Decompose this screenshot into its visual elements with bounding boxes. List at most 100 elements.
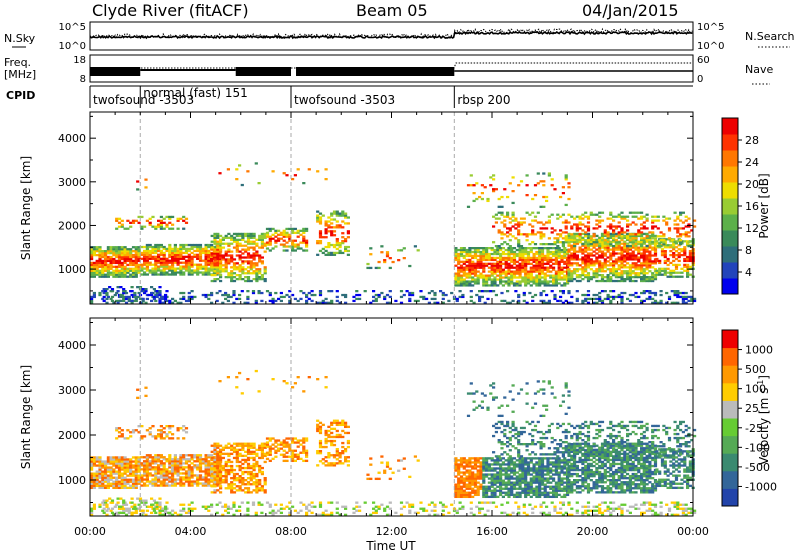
range-cell [614,241,618,244]
range-cell [557,272,561,275]
range-cell [598,245,602,248]
range-cell [459,493,464,497]
range-cell [279,447,283,450]
y-tick-label: 2000 [58,219,86,232]
range-cell [218,482,222,485]
range-cell [157,460,161,463]
range-cell [230,448,234,452]
range-cell [609,254,613,257]
range-cell [620,237,624,240]
range-cell [102,299,106,303]
range-cell [672,254,676,257]
range-cell [669,244,673,247]
range-cell [98,456,102,459]
range-cell [598,264,602,267]
range-cell [98,254,102,257]
range-cell [213,232,217,236]
range-cell [504,282,508,285]
range-cell [510,258,514,262]
range-cell [589,258,593,261]
range-cell [589,278,593,281]
range-cell [92,476,96,479]
range-cell [159,253,163,256]
range-cell [134,261,138,265]
range-cell [249,446,253,449]
range-cell [567,186,571,189]
range-cell [109,252,113,255]
range-cell [648,254,652,257]
range-cell [136,286,140,289]
range-cell [258,444,262,447]
range-cell [246,276,251,279]
range-cell [441,301,445,304]
range-cell [581,250,585,253]
range-cell [115,291,119,295]
range-cell [346,460,350,463]
range-cell [626,229,630,232]
range-cell [157,273,161,276]
range-cell [684,301,688,304]
range-cell [159,225,163,228]
range-cell [538,284,542,287]
range-cell [465,274,469,277]
range-cell [385,255,390,258]
range-cell [592,246,596,249]
range-cell [112,472,116,475]
range-cell [651,232,655,236]
range-cell [573,234,577,238]
range-cell [589,248,593,251]
range-cell [134,480,138,483]
range-cell [244,460,248,464]
range-cell [219,487,223,490]
range-cell [490,258,494,262]
range-cell [179,217,183,220]
range-cell [274,455,278,458]
range-cell [586,246,591,249]
range-cell [157,253,161,256]
range-cell [628,258,632,261]
range-cell [500,205,504,208]
range-cell [145,273,149,276]
range-cell [173,458,177,461]
range-cell [134,271,138,274]
range-cell [538,278,542,281]
range-cell [526,256,531,260]
range-cell [563,276,567,279]
range-cell [515,272,519,275]
range-cell [545,221,549,224]
range-cell [150,286,154,289]
range-cell [493,280,497,283]
range-cell [609,223,613,226]
range-cell [510,278,514,281]
range-cell [258,466,262,470]
range-cell [90,466,94,469]
range-cell [95,484,99,488]
range-cell [566,266,570,269]
range-cell [115,267,119,270]
range-cell [126,462,130,465]
range-cell [510,256,514,260]
range-cell [600,241,605,244]
range-cell [679,235,683,238]
range-cell [90,252,94,255]
range-cell [182,245,186,249]
range-cell [230,256,234,259]
range-cell [109,482,113,485]
range-cell [123,255,127,259]
range-cell [235,168,239,171]
range-cell [468,485,472,488]
range-cell [92,295,96,299]
range-cell [171,482,175,485]
range-cell [184,470,189,473]
range-cell [673,219,677,222]
range-cell [687,295,691,299]
range-cell [465,284,469,287]
range-cell [620,272,624,275]
range-cell [631,242,635,245]
range-cell [154,454,158,457]
range-cell [683,257,687,261]
range-cell [288,447,292,450]
range-cell [137,482,141,485]
range-cell [490,268,494,271]
range-cell [637,246,641,249]
